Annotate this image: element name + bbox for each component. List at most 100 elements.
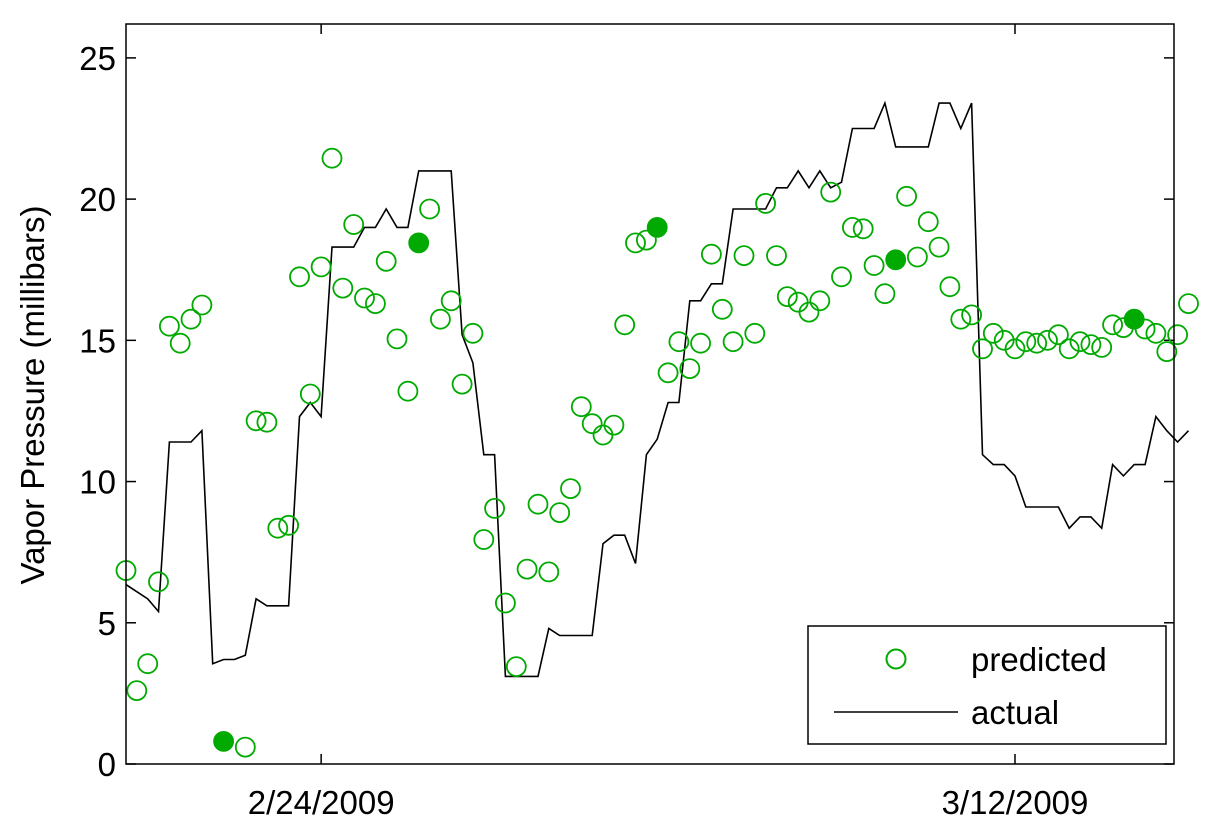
predicted-point xyxy=(625,232,646,254)
predicted-point xyxy=(907,246,928,268)
y-tick-label: 10 xyxy=(79,464,116,501)
x-tick-label: 2/24/2009 xyxy=(248,784,395,821)
predicted-point xyxy=(842,216,863,238)
predicted-point xyxy=(896,185,917,207)
predicted-point xyxy=(722,331,744,353)
predicted-point xyxy=(928,236,950,258)
predicted-point xyxy=(733,245,755,267)
predicted-point xyxy=(180,308,202,330)
predicted-point xyxy=(267,517,289,539)
predicted-point xyxy=(874,283,896,305)
predicted-point xyxy=(1178,293,1199,315)
predicted-point xyxy=(636,229,657,251)
predicted-point-filled xyxy=(885,249,907,271)
predicted-point xyxy=(429,308,451,330)
y-tick-label: 20 xyxy=(79,181,116,218)
predicted-point xyxy=(917,211,939,233)
predicted-point xyxy=(1069,331,1091,353)
predicted-point xyxy=(148,571,169,593)
predicted-point xyxy=(711,298,733,320)
predicted-point xyxy=(419,198,441,220)
predicted-point xyxy=(701,243,722,265)
predicted-point xyxy=(299,383,321,405)
predicted-point xyxy=(950,308,972,330)
predicted-point xyxy=(766,245,787,267)
predicted-point xyxy=(1156,341,1178,363)
predicted-point xyxy=(386,328,408,350)
predicted-point xyxy=(993,329,1015,351)
predicted-point xyxy=(755,192,776,214)
predicted-point xyxy=(1167,324,1188,346)
predicted-point xyxy=(1145,322,1167,344)
predicted-point xyxy=(787,291,809,313)
predicted-point xyxy=(310,256,332,278)
plot-frame xyxy=(125,23,1175,765)
y-tick-label: 0 xyxy=(98,746,116,783)
predicted-point-filled xyxy=(1123,308,1145,330)
legend-predicted-label: predicted xyxy=(971,641,1107,678)
predicted-point xyxy=(473,529,495,550)
predicted-point xyxy=(560,478,581,500)
predicted-point xyxy=(451,373,473,395)
predicted-point xyxy=(234,736,256,758)
predicted-point xyxy=(1037,329,1058,351)
predicted-point xyxy=(776,286,798,308)
predicted-point-filled xyxy=(213,731,235,752)
actual-line xyxy=(125,100,1190,678)
predicted-point xyxy=(516,558,538,580)
predicted-point xyxy=(972,338,993,360)
predicted-point xyxy=(570,396,592,418)
plot-border xyxy=(125,23,1175,765)
predicted-point xyxy=(939,276,961,298)
x-tick-label: 3/12/2009 xyxy=(942,784,1089,821)
predicted-point xyxy=(538,561,560,583)
predicted-point xyxy=(158,315,180,337)
predicted-point xyxy=(505,656,527,677)
predicted-point xyxy=(809,290,831,312)
predicted-point xyxy=(831,266,852,288)
predicted-point xyxy=(798,301,820,323)
predicted-point xyxy=(321,147,343,169)
predicted-point xyxy=(820,181,842,203)
predicted-point xyxy=(484,497,506,519)
predicted-point-filled xyxy=(408,232,430,254)
predicted-point xyxy=(1026,332,1048,354)
predicted-point xyxy=(679,358,701,380)
predicted-point xyxy=(126,680,148,701)
predicted-point xyxy=(1080,334,1102,356)
predicted-point xyxy=(1015,331,1037,353)
predicted-point xyxy=(1058,338,1080,360)
predicted-point xyxy=(744,322,766,344)
predicted-point xyxy=(1134,318,1156,340)
predicted-point xyxy=(289,266,310,288)
predicted-point-filled xyxy=(646,216,668,238)
predicted-point xyxy=(581,413,603,435)
predicted-point xyxy=(364,293,386,315)
predicted-point xyxy=(354,287,375,309)
predicted-point xyxy=(657,362,679,384)
predicted-point xyxy=(1091,336,1113,358)
predicted-series xyxy=(115,147,1199,758)
predicted-point xyxy=(603,414,625,436)
predicted-point xyxy=(169,332,191,354)
predicted-point xyxy=(245,410,267,432)
y-tick-label: 15 xyxy=(79,322,116,359)
legend-actual-label: actual xyxy=(971,694,1059,731)
predicted-point xyxy=(332,277,354,299)
predicted-point xyxy=(278,514,300,536)
actual-series xyxy=(125,100,1190,678)
predicted-point xyxy=(256,411,278,433)
predicted-point xyxy=(397,380,419,402)
predicted-point xyxy=(614,314,636,336)
predicted-point xyxy=(137,653,159,675)
predicted-point xyxy=(961,304,982,326)
predicted-point xyxy=(690,332,711,354)
predicted-point xyxy=(1102,314,1123,336)
predicted-point xyxy=(1048,324,1069,346)
predicted-point xyxy=(440,290,462,312)
legend-predicted-marker xyxy=(885,648,907,670)
y-axis-title: Vapor Pressure (millibars) xyxy=(14,206,51,585)
y-tick-label: 25 xyxy=(79,40,116,77)
predicted-point xyxy=(982,322,1004,344)
